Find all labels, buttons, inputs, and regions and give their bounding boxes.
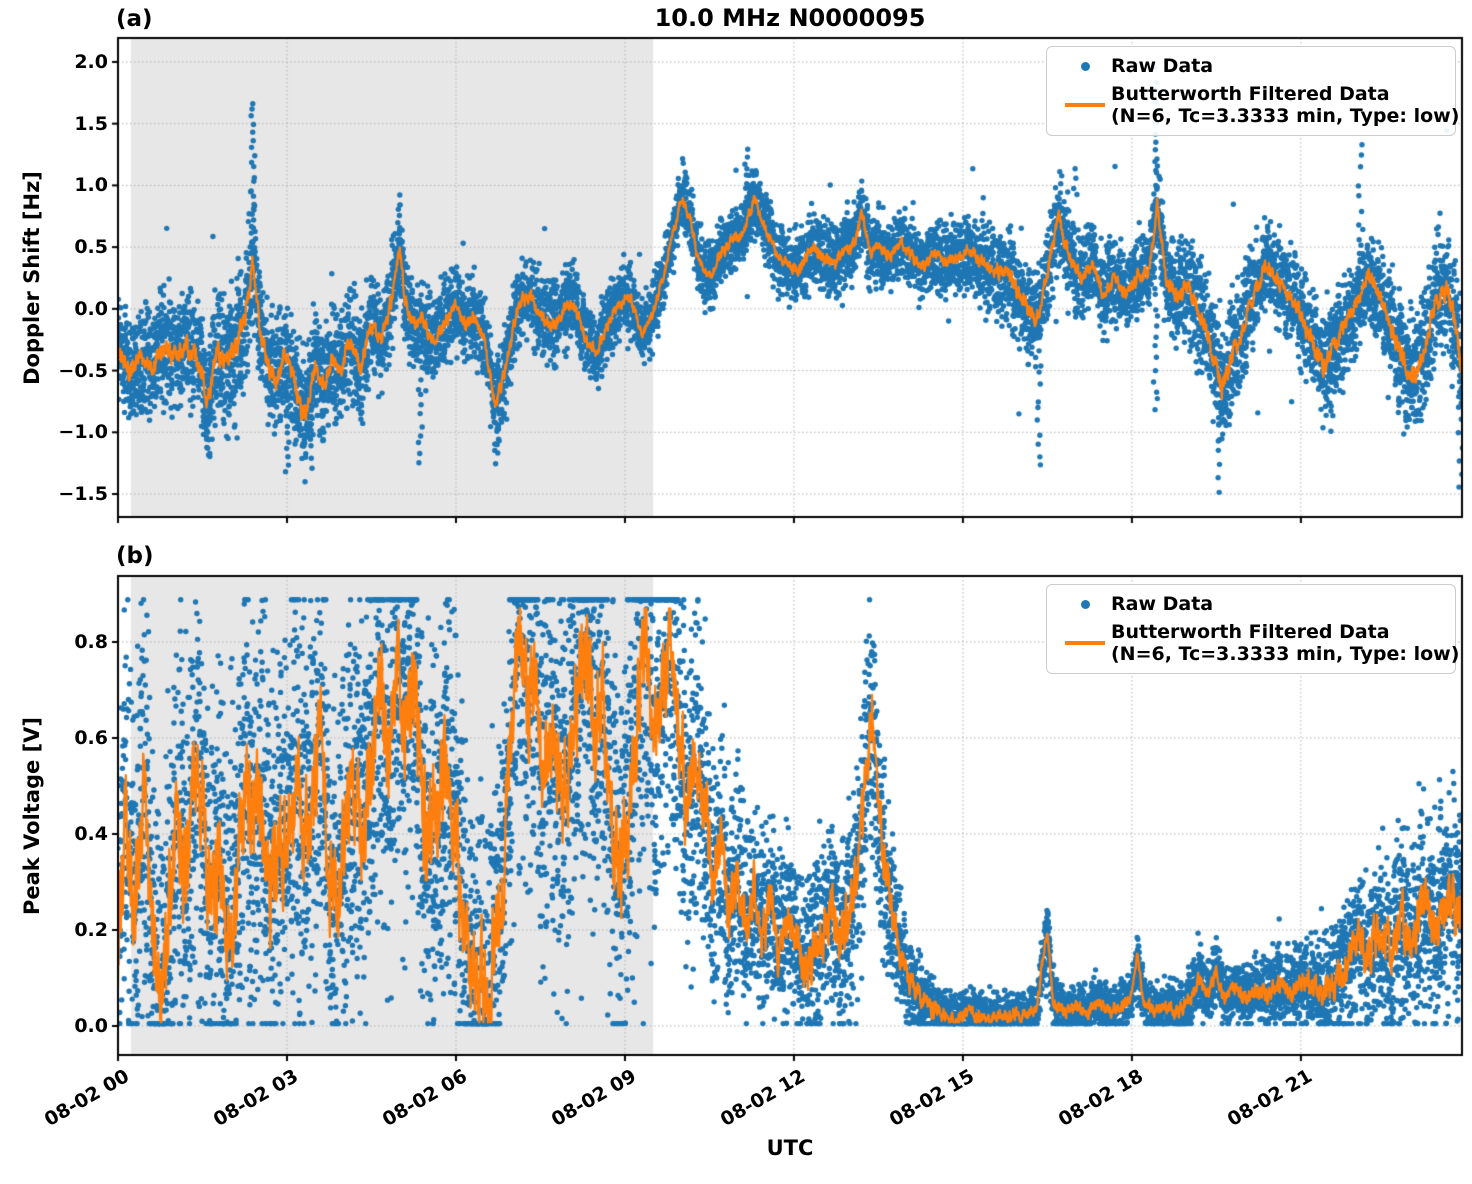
y-tick-label: 0.2 (74, 919, 108, 941)
y-tick-label: 1.0 (74, 174, 108, 197)
y-tick-label: −1.0 (58, 421, 108, 444)
legend-item-filtered: Butterworth Filtered Data (N=6, Tc=3.333… (1059, 621, 1459, 665)
filtered-line-marker-icon (1059, 641, 1111, 645)
raw-data-marker-icon (1059, 599, 1111, 609)
panel-a-label: (a) (116, 6, 153, 32)
panel-b-label: (b) (116, 543, 154, 569)
panel-b-legend: Raw Data Butterworth Filtered Data (N=6,… (1046, 584, 1459, 674)
y-tick-label: 1.5 (74, 112, 108, 135)
y-tick-label: 2.0 (74, 50, 108, 73)
figure-title: 10.0 MHz N0000095 (654, 4, 926, 32)
legend-filtered-label: Butterworth Filtered Data (N=6, Tc=3.333… (1111, 83, 1459, 127)
legend-raw-label: Raw Data (1111, 593, 1214, 615)
y-tick-label: 0.4 (74, 823, 108, 845)
y-tick-label: 0.8 (74, 631, 108, 653)
y-tick-label: −1.5 (58, 483, 108, 506)
panel-a-legend: Raw Data Butterworth Filtered Data (N=6,… (1046, 46, 1459, 136)
legend-filtered-line2: (N=6, Tc=3.3333 min, Type: low) (1111, 105, 1460, 127)
y-tick-label: 0.5 (74, 236, 108, 259)
legend-filtered-line2: (N=6, Tc=3.3333 min, Type: low) (1111, 643, 1460, 665)
x-axis-label: UTC (766, 1136, 814, 1160)
filtered-line-marker-icon (1059, 103, 1111, 107)
legend-filtered-line1: Butterworth Filtered Data (1111, 621, 1390, 643)
legend-item-raw: Raw Data (1059, 55, 1441, 77)
y-tick-label: 0.0 (74, 297, 108, 320)
raw-data-marker-icon (1059, 61, 1111, 71)
legend-item-raw: Raw Data (1059, 593, 1441, 615)
y-tick-label: −0.5 (58, 359, 108, 382)
legend-item-filtered: Butterworth Filtered Data (N=6, Tc=3.333… (1059, 83, 1459, 127)
y-tick-label: 0.6 (74, 727, 108, 749)
panel-a-ylabel: Doppler Shift [Hz] (20, 171, 44, 385)
legend-filtered-label: Butterworth Filtered Data (N=6, Tc=3.333… (1111, 621, 1459, 665)
legend-raw-label: Raw Data (1111, 55, 1214, 77)
y-tick-label: 0.0 (74, 1015, 108, 1037)
legend-filtered-line1: Butterworth Filtered Data (1111, 83, 1390, 105)
